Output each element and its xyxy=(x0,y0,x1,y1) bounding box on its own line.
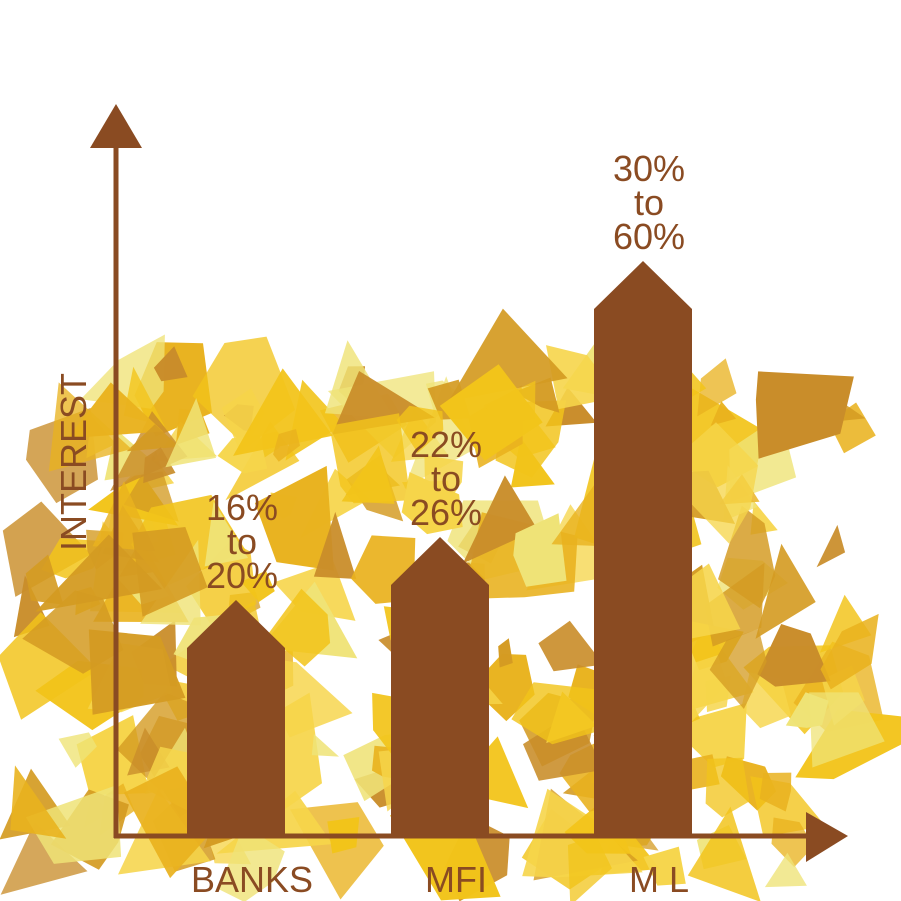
value-label: 16% to 20% xyxy=(206,487,278,596)
splash-fragment xyxy=(538,620,604,672)
y-axis-label: INTEREST xyxy=(53,373,94,551)
value-label: 30% to 60% xyxy=(613,148,685,257)
value-label-line: to xyxy=(634,182,664,223)
splash-fragment xyxy=(755,371,854,459)
splash-fragment xyxy=(755,543,816,639)
value-label-line: to xyxy=(227,521,257,562)
splash-fragment xyxy=(123,451,179,522)
splash-fragment xyxy=(2,501,91,597)
value-label: 22% to 26% xyxy=(410,424,482,533)
splash-fragment xyxy=(705,757,750,818)
splash-fragment xyxy=(448,308,568,402)
bar-mfi xyxy=(391,537,489,836)
bars xyxy=(187,261,692,836)
splash-fragment xyxy=(513,377,560,413)
splash-fragment xyxy=(668,702,747,768)
splash-fragment xyxy=(153,346,188,382)
splash-fragment xyxy=(771,817,814,868)
splash-fragment xyxy=(484,380,536,425)
splash-fragment xyxy=(523,711,604,781)
y-axis-arrow-icon xyxy=(90,104,142,148)
category-label: M L xyxy=(629,859,689,900)
splash-fragment xyxy=(759,772,792,812)
splash-fragment xyxy=(110,411,188,492)
splash-fragment xyxy=(785,692,829,728)
splash-fragment xyxy=(764,852,807,888)
splash-fragment xyxy=(22,590,124,674)
splash-fragment xyxy=(218,825,285,901)
splash-fragment xyxy=(254,465,334,571)
x-axis-arrow-icon xyxy=(806,812,848,862)
splash-fragment xyxy=(240,570,275,603)
splash-fragment xyxy=(687,806,761,901)
splash-fragment xyxy=(462,475,538,564)
value-label-line: 20% xyxy=(206,555,278,596)
value-labels: 16% to 20%22% to 26%30% to 60% xyxy=(206,148,685,596)
value-label-line: 30% xyxy=(613,148,685,189)
splash-fragment xyxy=(513,513,567,587)
splash-fragment xyxy=(25,785,122,864)
splash-fragment xyxy=(401,472,463,535)
bar-banks xyxy=(187,600,285,836)
splash-fragment xyxy=(757,624,831,687)
category-labels: BANKS MFI M L xyxy=(191,859,689,900)
splash-fragment xyxy=(273,429,300,462)
splash-fragment xyxy=(498,638,513,668)
splash-fragment xyxy=(143,447,176,484)
splash-fragment xyxy=(126,424,180,452)
splash-fragment xyxy=(820,613,879,690)
splash-fragment xyxy=(221,388,265,455)
bar-m-l xyxy=(594,261,692,836)
splash-fragment xyxy=(132,527,208,617)
splash-fragment xyxy=(510,437,555,488)
splash-fragment xyxy=(48,382,132,472)
splash-fragment xyxy=(396,405,444,453)
splash-fragment xyxy=(816,524,846,568)
category-label: BANKS xyxy=(191,859,313,900)
splash-fragment xyxy=(10,765,67,839)
splash-fragment xyxy=(643,846,686,886)
value-label-line: 60% xyxy=(613,216,685,257)
splash-fragment xyxy=(186,540,257,624)
splash-fragment xyxy=(204,501,249,567)
category-label: MFI xyxy=(425,859,487,900)
splash-fragment xyxy=(709,628,767,709)
splash-fragment xyxy=(58,732,97,768)
splash-fragment xyxy=(233,368,333,456)
splash-fragment xyxy=(313,511,357,579)
splash-fragment xyxy=(697,358,737,417)
splash-fragment xyxy=(567,835,612,901)
splash-fragment xyxy=(809,692,885,768)
splash-fragment xyxy=(0,822,88,895)
splash-fragment xyxy=(710,401,737,426)
splash-fragment xyxy=(35,534,163,612)
splash-fragment xyxy=(511,682,598,745)
value-label-line: 16% xyxy=(206,487,278,528)
splash-fragment xyxy=(329,413,411,504)
value-label-line: to xyxy=(431,458,461,499)
splash-fragment xyxy=(311,734,339,757)
value-label-line: 26% xyxy=(410,492,482,533)
splash-fragment xyxy=(165,398,216,468)
value-label-line: 22% xyxy=(410,424,482,465)
